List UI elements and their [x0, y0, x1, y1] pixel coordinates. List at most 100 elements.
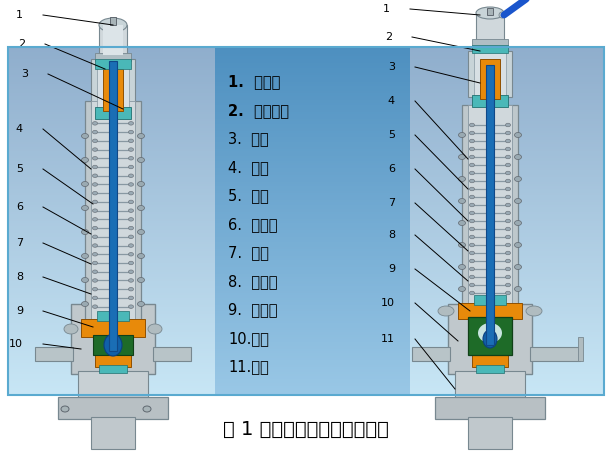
Ellipse shape: [515, 176, 521, 181]
Ellipse shape: [469, 147, 474, 151]
Bar: [103, 69, 123, 111]
Bar: [215, 241, 410, 244]
Bar: [8, 241, 604, 244]
Bar: [8, 163, 604, 165]
Bar: [215, 304, 410, 307]
Bar: [8, 253, 604, 256]
Text: 1.  保护罩: 1. 保护罩: [228, 74, 280, 90]
Bar: [215, 364, 410, 367]
Bar: [215, 176, 410, 179]
Bar: [215, 288, 410, 291]
Bar: [215, 318, 410, 321]
Ellipse shape: [129, 253, 133, 256]
Ellipse shape: [458, 154, 466, 159]
Bar: [8, 139, 604, 142]
Ellipse shape: [483, 330, 497, 348]
Ellipse shape: [506, 259, 510, 263]
Text: 8: 8: [388, 230, 395, 240]
Bar: [8, 146, 604, 149]
Ellipse shape: [458, 220, 466, 225]
Bar: [8, 323, 604, 325]
Bar: [91, 101, 135, 321]
Ellipse shape: [469, 139, 474, 143]
Bar: [8, 142, 604, 144]
Bar: [8, 135, 604, 138]
Bar: [215, 51, 410, 54]
Bar: [8, 265, 604, 267]
Bar: [215, 239, 410, 242]
Bar: [215, 357, 410, 360]
Text: 1: 1: [383, 4, 390, 14]
Ellipse shape: [92, 296, 97, 300]
Bar: [215, 329, 410, 332]
Bar: [215, 146, 410, 149]
Ellipse shape: [506, 163, 510, 167]
Ellipse shape: [129, 183, 133, 186]
Bar: [8, 276, 604, 279]
Ellipse shape: [469, 123, 474, 127]
Ellipse shape: [469, 195, 474, 199]
Bar: [8, 105, 604, 107]
Ellipse shape: [92, 305, 97, 308]
Ellipse shape: [81, 277, 89, 282]
Bar: [8, 218, 604, 221]
Bar: [8, 47, 604, 395]
Ellipse shape: [81, 206, 89, 211]
Bar: [71, 304, 155, 374]
Bar: [435, 397, 545, 419]
Bar: [215, 195, 410, 198]
Bar: [8, 288, 604, 291]
Bar: [109, 61, 117, 351]
Bar: [215, 369, 410, 372]
Ellipse shape: [129, 174, 133, 177]
Ellipse shape: [81, 133, 89, 138]
Ellipse shape: [92, 253, 97, 256]
Ellipse shape: [92, 226, 97, 230]
Bar: [8, 100, 604, 103]
Ellipse shape: [469, 219, 474, 223]
Bar: [8, 390, 604, 393]
Bar: [8, 160, 604, 163]
Bar: [215, 299, 410, 302]
Bar: [8, 385, 604, 388]
Bar: [215, 274, 410, 276]
Bar: [8, 60, 604, 63]
Bar: [8, 118, 604, 121]
Bar: [8, 109, 604, 112]
Bar: [8, 378, 604, 381]
Ellipse shape: [469, 187, 474, 191]
Bar: [462, 105, 518, 305]
Bar: [215, 167, 410, 170]
Ellipse shape: [129, 191, 133, 195]
Bar: [93, 335, 133, 355]
Bar: [95, 353, 131, 367]
Bar: [215, 160, 410, 163]
Bar: [215, 376, 410, 379]
Bar: [8, 209, 604, 212]
Ellipse shape: [92, 165, 97, 169]
Bar: [8, 374, 604, 377]
Ellipse shape: [478, 323, 502, 343]
Bar: [215, 118, 410, 121]
Ellipse shape: [92, 209, 97, 213]
Text: 2: 2: [18, 39, 25, 49]
Ellipse shape: [469, 203, 474, 207]
Ellipse shape: [438, 306, 454, 316]
Bar: [8, 351, 604, 353]
Bar: [8, 230, 604, 233]
Ellipse shape: [138, 133, 144, 138]
Bar: [103, 25, 123, 55]
Text: 10: 10: [9, 339, 23, 349]
Bar: [8, 58, 604, 61]
Bar: [8, 329, 604, 332]
Bar: [215, 97, 410, 101]
Text: 11: 11: [381, 334, 395, 344]
Bar: [472, 45, 508, 53]
Bar: [487, 8, 493, 15]
Bar: [472, 95, 508, 107]
Ellipse shape: [515, 220, 521, 225]
Text: 图 1 助动式安全阀结构示意图: 图 1 助动式安全阀结构示意图: [223, 420, 389, 439]
Bar: [472, 353, 508, 367]
Bar: [8, 283, 604, 286]
Ellipse shape: [148, 324, 162, 334]
